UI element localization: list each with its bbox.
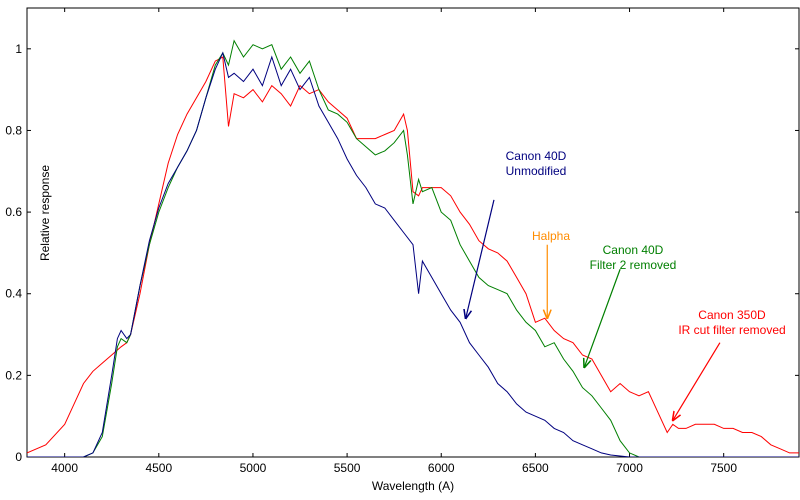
annotation-line: Canon 40D bbox=[603, 243, 664, 257]
series-line-canon-40d-unmodified bbox=[27, 51, 799, 457]
annotation-line: Canon 40D bbox=[506, 149, 567, 163]
plot-frame bbox=[26, 7, 800, 458]
x-tick-label: 4500 bbox=[145, 461, 172, 475]
x-tick-label: 7500 bbox=[710, 461, 737, 475]
x-tick-label: 7000 bbox=[616, 461, 643, 475]
annotation-line: Halpha bbox=[532, 229, 570, 243]
y-tick-label: 0.8 bbox=[5, 123, 22, 137]
annotation-line: Filter 2 removed bbox=[590, 258, 677, 272]
annotation-arrow-canon40d-unmod bbox=[466, 199, 495, 318]
x-tick-label: 5000 bbox=[240, 461, 267, 475]
annotation-arrow-canon350d bbox=[673, 342, 721, 421]
y-tick-label: 0.2 bbox=[5, 368, 22, 382]
x-tick-label: 5500 bbox=[334, 461, 361, 475]
x-tick-label: 4000 bbox=[51, 461, 78, 475]
y-axis-label: Relative response bbox=[38, 165, 52, 261]
x-tick-label: 6000 bbox=[428, 461, 455, 475]
y-tick-label: 0 bbox=[15, 450, 22, 464]
annotation-canon40d-unmod: Canon 40D Unmodified bbox=[506, 149, 567, 178]
x-axis-label: Wavelength (A) bbox=[372, 479, 454, 493]
annotation-halpha: Halpha bbox=[532, 229, 570, 243]
y-tick-label: 0.4 bbox=[5, 287, 22, 301]
annotation-arrow-canon40d-filter2 bbox=[584, 269, 621, 367]
annotation-line: Canon 350D bbox=[698, 308, 766, 322]
annotation-line: Unmodified bbox=[506, 164, 567, 178]
series-line-canon-40d-filter-2-removed bbox=[27, 39, 799, 457]
y-tick-label: 1 bbox=[15, 42, 22, 56]
annotation-canon350d: Canon 350D IR cut filter removed bbox=[678, 308, 785, 337]
annotation-line: IR cut filter removed bbox=[678, 323, 785, 337]
x-tick-label: 6500 bbox=[522, 461, 549, 475]
y-tick-label: 0.6 bbox=[5, 205, 22, 219]
series-line-canon-350d-ir-cut-filter-removed bbox=[27, 56, 799, 454]
annotation-canon40d-filter2: Canon 40D Filter 2 removed bbox=[590, 243, 677, 272]
